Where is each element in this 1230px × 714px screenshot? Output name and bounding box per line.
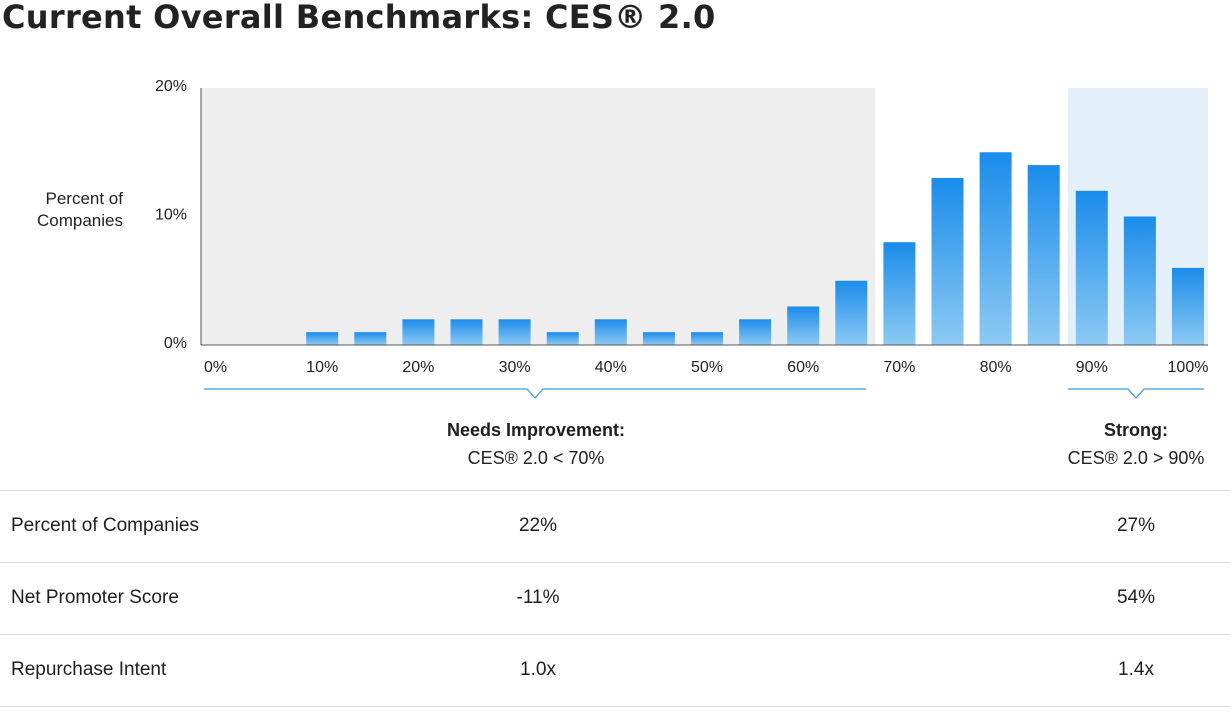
needs-improvement-value: -11% bbox=[516, 587, 560, 608]
x-tick-label: 10% bbox=[306, 359, 338, 376]
x-tick-label: 100% bbox=[1168, 359, 1209, 376]
bar bbox=[306, 332, 339, 345]
strong-value: 27% bbox=[1116, 515, 1156, 536]
strong-name: Strong: bbox=[1104, 420, 1168, 440]
needs-improvement-zone bbox=[201, 88, 876, 345]
bar bbox=[1027, 165, 1060, 345]
bar bbox=[835, 280, 868, 345]
needs-improvement-name: Needs Improvement: bbox=[446, 420, 626, 440]
page-title: Current Overall Benchmarks: CES® 2.0 bbox=[2, 0, 716, 36]
x-tick-label: 50% bbox=[691, 359, 723, 376]
bar bbox=[883, 242, 916, 345]
x-tick-label: 70% bbox=[883, 359, 915, 376]
bar-chart: 0% 10% 20% 0% 10% 20% 30% 40% 50% 60% 70% 80% 90% 10… bbox=[155, 78, 1209, 399]
x-tick-label: 40% bbox=[595, 359, 627, 376]
bar bbox=[642, 332, 675, 345]
bar bbox=[450, 319, 483, 345]
bar bbox=[498, 319, 531, 345]
strong-bracket bbox=[1068, 388, 1204, 399]
bar bbox=[354, 332, 387, 345]
bar bbox=[787, 306, 820, 345]
bar bbox=[739, 319, 772, 345]
strong-label: Strong: CES® 2.0 > 90% bbox=[1046, 416, 1226, 472]
bar bbox=[931, 177, 964, 345]
x-tick-label: 0% bbox=[204, 359, 227, 376]
y-tick-label: 10% bbox=[155, 207, 187, 224]
x-tick-label: 60% bbox=[787, 359, 819, 376]
table-row: Net Promoter Score -11% 54% bbox=[0, 562, 1230, 634]
x-tick-label: 90% bbox=[1076, 359, 1108, 376]
table-row: Percent of Companies 22% 27% bbox=[0, 490, 1230, 562]
strong-rule: CES® 2.0 > 90% bbox=[1067, 448, 1205, 468]
strong-value: 54% bbox=[1116, 587, 1156, 608]
y-tick-label: 0% bbox=[164, 335, 187, 352]
needs-improvement-label: Needs Improvement: CES® 2.0 < 70% bbox=[406, 416, 666, 472]
bar bbox=[594, 319, 627, 345]
bar bbox=[1172, 267, 1204, 345]
bar bbox=[1123, 216, 1156, 345]
bar bbox=[546, 332, 579, 345]
bar bbox=[1075, 190, 1108, 345]
bar bbox=[402, 319, 435, 345]
row-metric-label: Repurchase Intent bbox=[11, 659, 167, 680]
needs-improvement-value: 22% bbox=[518, 515, 558, 536]
strong-value: 1.4x bbox=[1118, 659, 1154, 680]
y-tick-label: 20% bbox=[155, 78, 187, 95]
row-metric-label: Net Promoter Score bbox=[11, 587, 179, 608]
x-tick-label: 30% bbox=[499, 359, 531, 376]
table-row: Repurchase Intent 1.0x 1.4x bbox=[0, 634, 1230, 707]
y-axis-label: Percent of Companies bbox=[37, 189, 123, 230]
x-tick-label: 20% bbox=[402, 359, 434, 376]
bar bbox=[979, 152, 1012, 345]
needs-improvement-rule: CES® 2.0 < 70% bbox=[467, 448, 605, 468]
x-tick-label: 80% bbox=[980, 359, 1012, 376]
row-metric-label: Percent of Companies bbox=[11, 515, 199, 536]
needs-improvement-bracket bbox=[204, 388, 866, 399]
needs-improvement-value: 1.0x bbox=[520, 659, 556, 680]
bar bbox=[691, 332, 723, 345]
